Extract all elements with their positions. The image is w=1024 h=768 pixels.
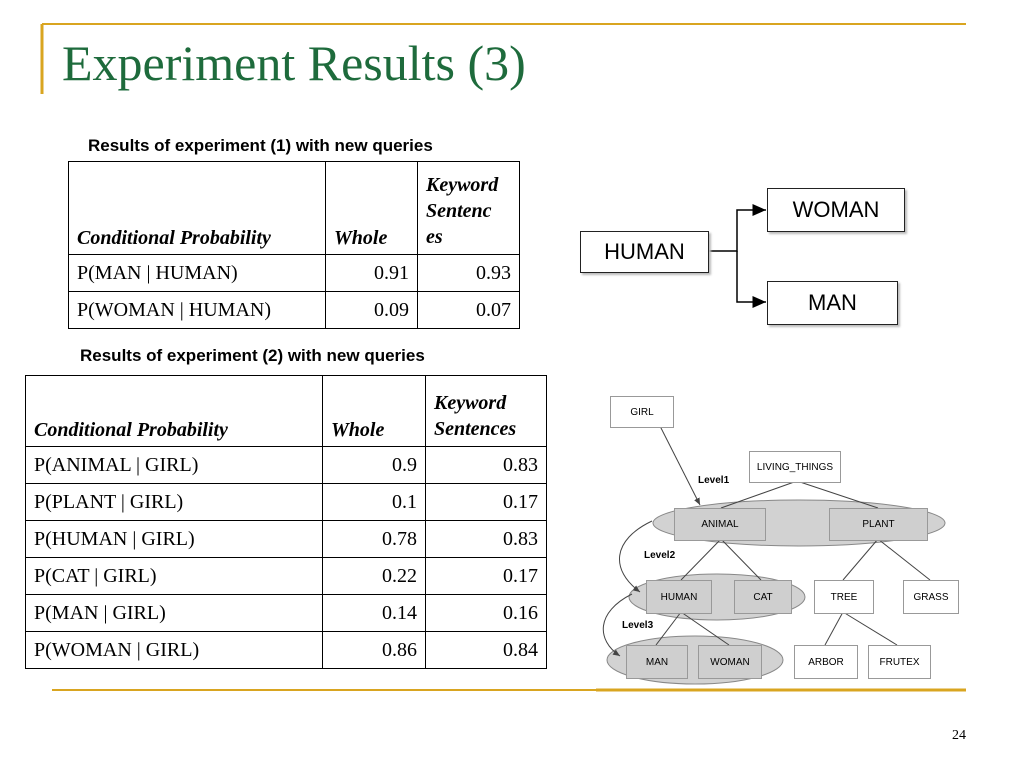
animal-node: ANIMAL [674, 508, 766, 541]
page-title: Experiment Results (3) [62, 35, 526, 91]
grass-node: GRASS [903, 580, 959, 614]
whole-value: 0.78 [322, 520, 426, 558]
tree-node: TREE [814, 580, 874, 614]
table2-caption: Results of experiment (2) with new queri… [80, 346, 425, 365]
table-row: P(HUMAN | GIRL) 0.78 0.83 [25, 520, 547, 558]
keyword-value: 0.83 [425, 520, 547, 558]
keyword-value: 0.17 [425, 483, 547, 521]
table-row: P(WOMAN | HUMAN) 0.09 0.07 [68, 291, 520, 329]
row-label: P(WOMAN | HUMAN) [68, 291, 326, 329]
level1-label: Level1 [698, 475, 730, 486]
whole-value: 0.86 [322, 631, 426, 669]
table-row: P(WOMAN | GIRL) 0.86 0.84 [25, 631, 547, 669]
table1: Conditional Probability Whole Keyword Se… [68, 161, 520, 329]
row-label: P(PLANT | GIRL) [25, 483, 323, 521]
keyword-value: 0.83 [425, 446, 547, 484]
human-node: HUMAN [580, 231, 709, 273]
table-header-row: Conditional Probability Whole Keyword Se… [68, 161, 520, 255]
man-node-l3: MAN [626, 645, 688, 679]
frutex-node: FRUTEX [868, 645, 931, 679]
header-cell: Whole [325, 161, 418, 255]
keyword-value: 0.16 [425, 594, 547, 632]
table-row: P(MAN | HUMAN) 0.91 0.93 [68, 254, 520, 292]
keyword-value: 0.93 [417, 254, 520, 292]
page-number: 24 [952, 728, 966, 743]
row-label: P(HUMAN | GIRL) [25, 520, 323, 558]
table2: Conditional Probability Whole Keyword Se… [25, 375, 547, 669]
whole-value: 0.91 [325, 254, 418, 292]
table-row: P(ANIMAL | GIRL) 0.9 0.83 [25, 446, 547, 484]
row-label: P(ANIMAL | GIRL) [25, 446, 323, 484]
keyword-value: 0.07 [417, 291, 520, 329]
woman-node: WOMAN [767, 188, 905, 232]
keyword-value: 0.17 [425, 557, 547, 595]
level2-label: Level2 [644, 550, 676, 561]
plant-node: PLANT [829, 508, 928, 541]
living-things-node: LIVING_THINGS [749, 451, 841, 483]
header-cell: Keyword Sentences [425, 375, 547, 447]
whole-value: 0.09 [325, 291, 418, 329]
man-node: MAN [767, 281, 898, 325]
keyword-value: 0.84 [425, 631, 547, 669]
whole-value: 0.9 [322, 446, 426, 484]
arbor-node: ARBOR [794, 645, 858, 679]
table-row: P(MAN | GIRL) 0.14 0.16 [25, 594, 547, 632]
table-row: P(PLANT | GIRL) 0.1 0.17 [25, 483, 547, 521]
row-label: P(MAN | GIRL) [25, 594, 323, 632]
cat-node: CAT [734, 580, 792, 614]
row-label: P(MAN | HUMAN) [68, 254, 326, 292]
human-node-l2: HUMAN [646, 580, 712, 614]
whole-value: 0.14 [322, 594, 426, 632]
header-cell: Keyword Sentenc es [417, 161, 520, 255]
header-cell: Conditional Probability [25, 375, 323, 447]
girl-node: GIRL [610, 396, 674, 428]
level3-label: Level3 [622, 620, 654, 631]
woman-node-l3: WOMAN [698, 645, 762, 679]
table1-caption: Results of experiment (1) with new queri… [88, 136, 433, 155]
header-cell: Conditional Probability [68, 161, 326, 255]
